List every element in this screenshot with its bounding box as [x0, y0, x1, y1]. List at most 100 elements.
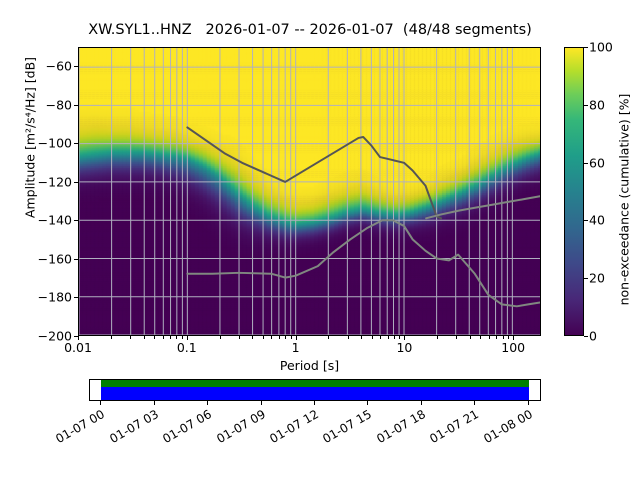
x-tick-label: 1 [291, 340, 300, 355]
x-tick-mark-minor [480, 336, 482, 339]
coverage-tick-mark [314, 401, 315, 405]
colorbar-tick-mark [584, 162, 588, 164]
x-tick-mark-minor [110, 336, 112, 339]
x-tick-mark-minor [176, 336, 178, 339]
coverage-tick-label: 01-07 06 [160, 407, 215, 447]
coverage-tick-mark [420, 401, 422, 405]
coverage-tick-label: 01-08 00 [481, 407, 535, 447]
x-tick-mark-minor [129, 336, 131, 339]
x-tick-mark-minor [347, 336, 349, 339]
psd-segments-band [101, 387, 529, 400]
y-tick-mark [74, 297, 78, 299]
x-tick-mark-minor [290, 336, 292, 339]
coverage-tick-mark [260, 401, 262, 405]
x-tick-mark-minor [169, 336, 171, 339]
x-tick-label: 0.1 [176, 340, 197, 355]
coverage-tick-mark [207, 401, 209, 405]
x-tick-mark-minor [285, 336, 287, 339]
colorbar-tick-mark [584, 47, 588, 48]
colorbar-tick-mark [584, 220, 588, 222]
ppsd-axes[interactable] [78, 47, 541, 336]
y-tick-label: −200 [37, 328, 72, 344]
x-tick-mark-minor [252, 336, 254, 339]
colorbar-tick-mark [584, 278, 588, 280]
coverage-tick-label: 01-07 09 [213, 407, 268, 447]
x-tick-mark-major [513, 336, 515, 340]
y-tick-mark [74, 104, 78, 106]
y-tick-mark [74, 336, 78, 337]
x-tick-mark-major [186, 336, 188, 340]
coverage-tick-label: 01-07 00 [53, 407, 108, 447]
x-tick-mark-minor [262, 336, 264, 339]
ppsd-histogram-image [79, 48, 540, 335]
x-tick-label: 0.01 [64, 340, 92, 355]
y-tick-mark [74, 181, 78, 183]
x-tick-mark-minor [271, 336, 273, 339]
y-tick-label: −120 [37, 174, 72, 190]
data-coverage-axes[interactable] [89, 379, 541, 401]
x-tick-mark-major [295, 336, 297, 340]
colorbar-tick-label: 40 [589, 212, 605, 228]
colorbar-tick-label: 60 [589, 155, 605, 171]
colorbar-tick-label: 0 [589, 328, 597, 344]
x-tick-mark-minor [502, 336, 504, 339]
y-tick-label: −80 [45, 97, 72, 113]
colorbar-tick-mark [584, 104, 588, 106]
x-axis-label: Period [s] [279, 358, 340, 373]
coverage-tick-label: 01-07 21 [427, 407, 482, 447]
data-coverage-band [101, 380, 529, 387]
axes-grid [79, 48, 540, 335]
colorbar-tick-mark [584, 336, 588, 337]
x-tick-mark-minor [456, 336, 458, 339]
y-tick-mark [74, 258, 78, 260]
x-tick-mark-major [78, 336, 79, 340]
x-tick-label: 10 [396, 340, 413, 355]
y-tick-mark [74, 66, 78, 68]
coverage-tick-label: 01-07 03 [106, 407, 161, 447]
coverage-tick-mark [474, 401, 476, 405]
x-tick-mark-minor [361, 336, 363, 339]
x-tick-mark-minor [380, 336, 382, 339]
coverage-tick-mark [527, 401, 529, 405]
colorbar-label: non-exceedance (cumulative) [%] [616, 93, 632, 306]
noise-model-curves [186, 126, 540, 308]
x-tick-mark-minor [162, 336, 164, 339]
x-tick-label: 100 [501, 340, 526, 355]
x-tick-mark-minor [399, 336, 401, 339]
x-tick-mark-minor [328, 336, 330, 339]
x-tick-mark-minor [387, 336, 389, 339]
y-tick-mark [74, 220, 78, 222]
x-tick-mark-major [404, 336, 406, 340]
x-tick-mark-minor [238, 336, 240, 339]
x-tick-mark-minor [508, 336, 510, 339]
x-tick-mark-minor [154, 336, 156, 339]
colorbar-tick-label: 80 [589, 97, 605, 113]
y-tick-label: −160 [37, 251, 72, 267]
coverage-tick-label: 01-07 15 [320, 407, 375, 447]
colorbar[interactable] [564, 47, 584, 336]
coverage-tick-label: 01-07 12 [267, 407, 321, 447]
coverage-tick-mark [153, 401, 155, 405]
coverage-tick-mark [367, 401, 369, 405]
page-title: XW.SYL1..HNZ 2026-01-07 -- 2026-01-07 (4… [88, 22, 532, 38]
x-tick-mark-minor [219, 336, 221, 339]
y-tick-mark [74, 143, 78, 145]
x-tick-mark-minor [371, 336, 373, 339]
coverage-tick-label: 01-07 18 [374, 407, 428, 447]
y-tick-label: −100 [37, 135, 72, 151]
x-tick-mark-minor [496, 336, 498, 339]
y-tick-label: −60 [45, 58, 72, 74]
y-tick-label: −180 [37, 289, 72, 305]
x-tick-mark-minor [393, 336, 395, 339]
colorbar-tick-label: 100 [589, 39, 613, 55]
y-tick-label: −140 [37, 212, 72, 228]
x-tick-mark-minor [469, 336, 471, 339]
colorbar-tick-label: 20 [589, 270, 605, 286]
x-tick-mark-minor [278, 336, 280, 339]
x-tick-mark-minor [181, 336, 183, 339]
x-tick-mark-minor [437, 336, 439, 339]
x-tick-mark-minor [489, 336, 491, 339]
x-tick-mark-minor [143, 336, 145, 339]
coverage-tick-mark [100, 401, 102, 405]
